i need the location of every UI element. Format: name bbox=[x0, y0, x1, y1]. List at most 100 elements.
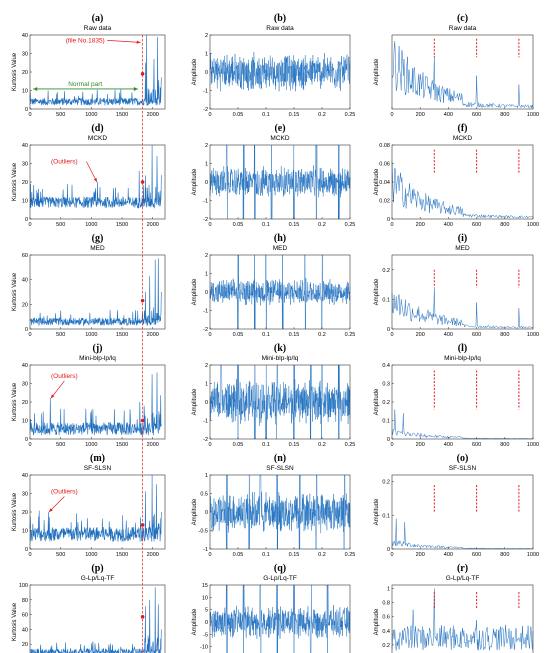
x-tick-label: 0.1 bbox=[262, 112, 270, 118]
y-tick-label: -1 bbox=[203, 547, 208, 553]
y-tick-label: 0.08 bbox=[379, 143, 390, 149]
y-tick-label: 0 bbox=[25, 547, 28, 553]
plot-frame bbox=[391, 584, 534, 653]
x-tick-label: 2000 bbox=[147, 442, 159, 448]
x-tick-label: 0.15 bbox=[289, 112, 300, 118]
y-axis-label: Kurtosis Value bbox=[12, 492, 18, 531]
y-tick-label: 5 bbox=[205, 608, 208, 614]
panel-label: (o) bbox=[457, 453, 469, 464]
arrow-head-right bbox=[133, 86, 138, 91]
annotation-arrow bbox=[107, 40, 141, 43]
y-axis-label: Amplitude bbox=[374, 498, 380, 525]
x-tick-label: 1000 bbox=[527, 112, 539, 118]
x-tick-label: 0.1 bbox=[262, 552, 270, 558]
x-tick-label: 0.25 bbox=[345, 442, 356, 448]
y-tick-label: 30 bbox=[22, 382, 28, 388]
y-tick-label: 20 bbox=[22, 70, 28, 76]
x-tick-label: 0.05 bbox=[233, 222, 244, 228]
y-tick-label: 20 bbox=[22, 302, 28, 308]
waveform-panel: (n)SF-SLSN Amplitude 0 0.05 0.1 0.15 0.2 0.25 -1… bbox=[192, 453, 355, 558]
x-tick-label: 0 bbox=[28, 112, 31, 118]
x-tick-label: 0.2 bbox=[318, 112, 326, 118]
spectrum-series bbox=[391, 518, 534, 550]
arrow-head-left bbox=[33, 86, 38, 91]
kurtosis-panel: (j)Mini-blp-lp/lq Kurtosis Value 0 500 1000 1… bbox=[12, 343, 166, 448]
kurtosis-series bbox=[29, 144, 162, 209]
y-tick-label: 0 bbox=[205, 70, 208, 76]
y-axis-label: Amplitude bbox=[192, 168, 198, 195]
x-tick-label: 200 bbox=[416, 552, 425, 558]
panel-title: MED bbox=[273, 245, 288, 252]
x-tick-label: 200 bbox=[416, 112, 425, 118]
y-axis-label: Kurtosis Value bbox=[12, 382, 18, 421]
panel-title: MED bbox=[90, 245, 105, 252]
x-tick-label: 1000 bbox=[85, 332, 97, 338]
waveform-panel: (e)MCKD Amplitude 0 0.05 0.1 0.15 0.2 0.25 -2 -1 0… bbox=[192, 123, 355, 228]
y-tick-label: 10 bbox=[22, 529, 28, 535]
x-tick-label: 0.05 bbox=[233, 552, 244, 558]
x-tick-label: 0 bbox=[208, 222, 211, 228]
y-axis-label: Amplitude bbox=[374, 168, 380, 195]
normal-part-label: Normal part bbox=[68, 81, 102, 88]
panel-title: Mini-blp-lp/lq bbox=[444, 355, 481, 362]
x-tick-label: 600 bbox=[472, 552, 481, 558]
y-axis-label: Amplitude bbox=[374, 278, 380, 305]
y-tick-label: 40 bbox=[22, 473, 28, 479]
x-tick-label: 400 bbox=[444, 552, 453, 558]
spectrum-series bbox=[391, 588, 534, 651]
x-tick-label: 1500 bbox=[116, 222, 128, 228]
panel-title: Raw data bbox=[266, 25, 294, 32]
x-tick-label: 400 bbox=[444, 222, 453, 228]
y-tick-label: 1 bbox=[205, 162, 208, 168]
annotation-arrow-head bbox=[136, 40, 141, 44]
spectrum-series bbox=[391, 287, 534, 330]
x-tick-label: 600 bbox=[472, 222, 481, 228]
y-tick-label: -10 bbox=[200, 645, 208, 651]
y-tick-label: -1 bbox=[203, 199, 208, 205]
y-tick-label: 1 bbox=[205, 52, 208, 58]
x-tick-label: 600 bbox=[472, 112, 481, 118]
y-tick-label: 20 bbox=[22, 400, 28, 406]
waveform-panel: (k)Mini-blp-lp/lq Amplitude 0 0.05 0.1 0.15 0.… bbox=[192, 343, 355, 448]
y-tick-label: 0.02 bbox=[379, 199, 390, 205]
x-tick-label: 2000 bbox=[147, 552, 159, 558]
x-tick-label: 0.25 bbox=[345, 112, 356, 118]
waveform-series bbox=[209, 52, 351, 92]
x-tick-label: 0.2 bbox=[318, 332, 326, 338]
panel-title: Mini-blp-lp/lq bbox=[79, 355, 116, 362]
y-tick-label: 20 bbox=[22, 180, 28, 186]
x-tick-label: 0 bbox=[28, 222, 31, 228]
y-tick-label: 0.06 bbox=[379, 162, 390, 168]
y-tick-label: 40 bbox=[22, 33, 28, 39]
waveform-panel: (b)Raw data Amplitude 0 0.05 0.1 0.15 0.2 0.25 -… bbox=[192, 13, 355, 118]
waveform-series bbox=[209, 474, 351, 550]
y-tick-label: 60 bbox=[22, 253, 28, 259]
y-tick-label: 30 bbox=[22, 162, 28, 168]
x-tick-label: 800 bbox=[500, 552, 509, 558]
x-tick-label: 1000 bbox=[85, 442, 97, 448]
y-axis-label: Kurtosis Value bbox=[12, 602, 18, 641]
y-axis-label: Amplitude bbox=[374, 58, 380, 85]
kurtosis-panel: (m)SF-SLSN Kurtosis Value 0 500 1000 1500 2000… bbox=[12, 453, 166, 558]
y-tick-label: 20 bbox=[22, 642, 28, 648]
y-tick-label: 0.8 bbox=[382, 601, 390, 607]
x-tick-label: 0.05 bbox=[233, 332, 244, 338]
plot-frame bbox=[391, 144, 534, 220]
spectrum-series bbox=[391, 161, 534, 219]
y-axis-label: Amplitude bbox=[192, 608, 198, 635]
annotation-arrow-head bbox=[49, 508, 53, 512]
panel-label: (g) bbox=[92, 233, 104, 244]
panel-label: (j) bbox=[93, 343, 103, 354]
annotation-label: (file No.1835) bbox=[66, 37, 105, 44]
panel-label: (m) bbox=[90, 453, 105, 464]
y-tick-label: 2 bbox=[205, 33, 208, 39]
annotation-arrow-head bbox=[93, 178, 97, 182]
y-tick-label: 2 bbox=[205, 253, 208, 259]
x-tick-label: 0.05 bbox=[233, 112, 244, 118]
annotation-label: (Outliers) bbox=[51, 159, 78, 166]
x-tick-label: 0 bbox=[208, 442, 211, 448]
spectrum-panel: (r)G-Lp/Lq-TFAmplitude020040060080010000… bbox=[374, 563, 534, 653]
x-tick-label: 500 bbox=[56, 552, 65, 558]
y-tick-label: 0.2 bbox=[382, 480, 390, 486]
panel-title: G-Lp/Lq-TF bbox=[446, 575, 480, 582]
